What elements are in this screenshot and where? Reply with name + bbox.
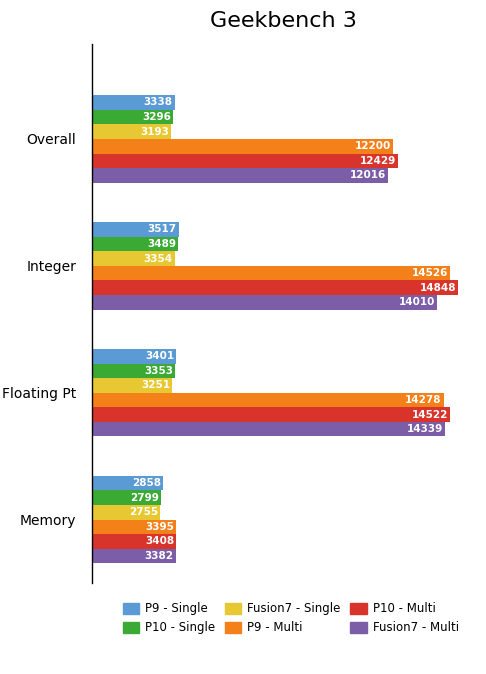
Text: 3395: 3395 [145, 522, 174, 532]
Text: 3296: 3296 [142, 112, 172, 122]
Bar [92, 534, 176, 549]
Text: 14522: 14522 [412, 410, 448, 420]
Text: 2858: 2858 [132, 478, 161, 488]
Bar [92, 505, 160, 520]
Bar [92, 349, 176, 363]
Bar [92, 95, 174, 110]
Bar [92, 407, 450, 422]
Bar [92, 280, 458, 295]
Bar [92, 237, 178, 251]
Text: 2755: 2755 [129, 508, 158, 517]
Bar [92, 125, 171, 139]
Text: 3354: 3354 [144, 253, 173, 264]
Text: 2799: 2799 [130, 493, 159, 503]
Text: 14526: 14526 [412, 268, 448, 278]
Bar [92, 393, 444, 407]
Text: 3382: 3382 [145, 551, 174, 561]
Bar [92, 251, 175, 266]
Text: 3489: 3489 [147, 239, 176, 249]
Text: 3517: 3517 [148, 224, 177, 235]
Bar [92, 295, 437, 309]
Bar [92, 139, 393, 154]
Bar [92, 222, 179, 237]
Bar [92, 110, 174, 125]
Text: 12016: 12016 [350, 171, 386, 181]
Title: Geekbench 3: Geekbench 3 [209, 11, 357, 31]
Text: 14339: 14339 [407, 424, 443, 434]
Bar [92, 549, 175, 563]
Legend: P9 - Single, P10 - Single, Fusion7 - Single, P9 - Multi, P10 - Multi, Fusion7 - : P9 - Single, P10 - Single, Fusion7 - Sin… [118, 598, 463, 639]
Text: 3338: 3338 [143, 98, 173, 107]
Bar [92, 476, 163, 491]
Bar [92, 363, 175, 378]
Bar [92, 491, 161, 505]
Bar [92, 154, 398, 168]
Bar [92, 378, 173, 393]
Text: 14278: 14278 [405, 395, 442, 405]
Bar [92, 422, 445, 437]
Text: 12200: 12200 [354, 142, 391, 151]
Text: 14848: 14848 [419, 282, 456, 293]
Text: 3353: 3353 [144, 366, 173, 376]
Text: 12429: 12429 [360, 156, 396, 166]
Bar [92, 168, 388, 183]
Text: 3401: 3401 [145, 351, 174, 361]
Text: 3193: 3193 [140, 127, 169, 137]
Text: 3408: 3408 [145, 537, 174, 547]
Text: 14010: 14010 [399, 297, 435, 307]
Text: 3251: 3251 [141, 380, 171, 390]
Bar [92, 520, 176, 534]
Bar [92, 266, 450, 280]
